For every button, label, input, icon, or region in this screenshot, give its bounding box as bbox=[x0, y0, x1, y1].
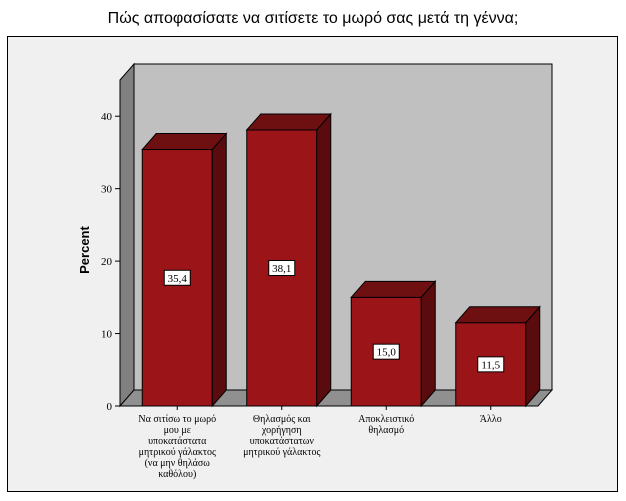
bar-side bbox=[211, 132, 227, 408]
category-label: (να μην θηλάσω bbox=[145, 458, 211, 469]
bar-side bbox=[525, 305, 541, 408]
bar-top bbox=[454, 306, 541, 324]
y-tick-label: 30 bbox=[101, 184, 113, 196]
data-label: 15,0 bbox=[377, 347, 397, 359]
category-label: Αποκλειστικό bbox=[358, 414, 414, 425]
bar-side bbox=[316, 112, 332, 408]
category-label: χορήγηση bbox=[261, 425, 302, 436]
data-label-box bbox=[372, 343, 400, 360]
category-label: μητρικού γάλακτος bbox=[139, 447, 216, 458]
data-label: 35,4 bbox=[168, 273, 188, 285]
bar-top bbox=[350, 280, 437, 298]
category-label: καθόλου) bbox=[158, 469, 196, 480]
data-label-box bbox=[163, 269, 191, 286]
side-wall bbox=[119, 62, 135, 408]
category-label: υποκατάστατων bbox=[250, 436, 315, 447]
bar-top bbox=[141, 133, 228, 151]
category-label: μητρικού γάλακτος bbox=[243, 447, 320, 458]
y-tick-label: 10 bbox=[101, 329, 113, 341]
y-axis-label: Percent bbox=[77, 225, 92, 273]
category-label: Να σιτίσω το μωρό bbox=[138, 414, 216, 425]
bar-side bbox=[420, 280, 436, 408]
data-label: 38,1 bbox=[272, 263, 291, 275]
y-tick-label: 40 bbox=[101, 111, 113, 123]
chart-title: Πώς αποφασίσατε να σιτίσετε το μωρό σας … bbox=[107, 10, 519, 27]
data-label-box bbox=[477, 356, 505, 373]
y-tick-label: 20 bbox=[101, 256, 113, 268]
y-tick-label: 0 bbox=[107, 401, 113, 413]
category-label: Θηλασμός και bbox=[253, 414, 311, 425]
data-label-box bbox=[268, 259, 296, 276]
category-label: μου με bbox=[164, 425, 191, 436]
data-label: 11,5 bbox=[481, 359, 500, 371]
category-label: Άλλο bbox=[480, 414, 502, 425]
bar-top bbox=[245, 113, 332, 131]
category-label: θηλασμό bbox=[368, 425, 404, 436]
category-label: υποκατάστατα bbox=[148, 436, 207, 447]
